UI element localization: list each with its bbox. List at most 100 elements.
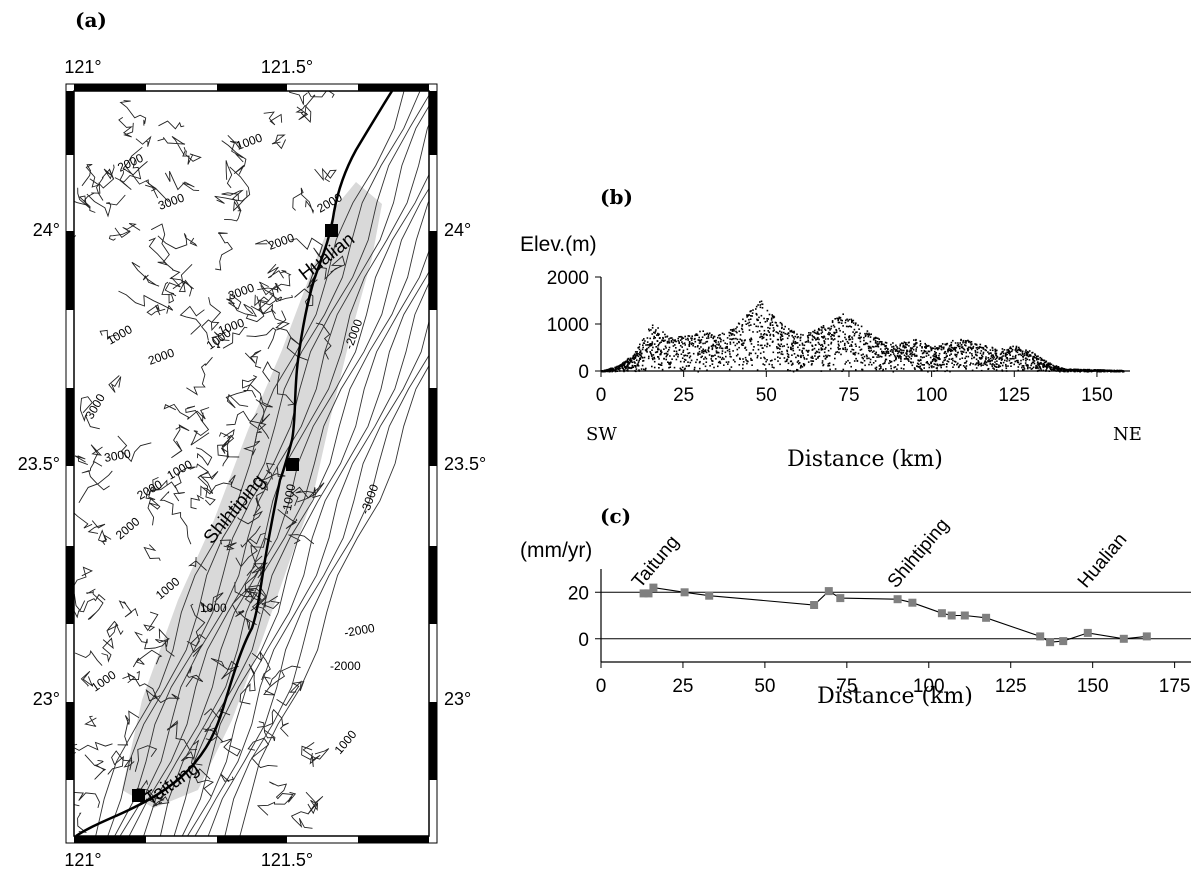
elevation-point [668, 346, 671, 349]
elevation-point [986, 346, 988, 349]
elevation-point [692, 344, 694, 347]
elevation-point [1017, 353, 1020, 356]
elevation-point [995, 369, 998, 371]
elevation-point [776, 347, 779, 350]
elevation-point [1050, 366, 1053, 369]
elevation-point [620, 364, 622, 366]
elevation-point [914, 355, 916, 357]
elevation-point [961, 353, 963, 355]
elevation-point [911, 347, 914, 349]
elevation-point [844, 346, 847, 349]
elevation-point [948, 345, 951, 347]
elevation-point [808, 332, 810, 334]
elevation-point [991, 363, 993, 366]
elevation-point [738, 346, 740, 349]
elevation-point [915, 350, 917, 352]
elevation-point [629, 360, 632, 362]
elevation-point [623, 364, 625, 367]
elevation-point [704, 350, 707, 353]
elevation-point [695, 333, 698, 335]
elevation-point [890, 360, 893, 363]
elevation-point [1119, 370, 1121, 372]
elevation-point [634, 365, 637, 367]
elevation-point [1098, 369, 1100, 371]
elevation-point [756, 331, 759, 333]
elevation-point [705, 361, 708, 363]
elevation-point [675, 358, 678, 361]
elevation-point [935, 352, 937, 354]
elevation-point [648, 344, 650, 346]
chart-c-ylabel: (mm/yr) [520, 539, 592, 562]
elevation-point [635, 354, 637, 357]
elevation-point [879, 340, 882, 343]
elevation-point [646, 337, 649, 339]
elevation-point [777, 360, 779, 362]
frame-tick [429, 546, 437, 624]
elevation-point [1023, 354, 1026, 357]
elevation-point [794, 342, 796, 345]
elevation-point [811, 334, 814, 337]
elevation-point [904, 343, 907, 346]
elevation-point [1083, 370, 1086, 373]
elevation-point [1048, 366, 1051, 368]
elevation-point [715, 358, 717, 360]
elevation-point [713, 340, 716, 343]
elevation-point [1096, 370, 1098, 372]
elevation-point [974, 351, 977, 353]
elevation-point [731, 333, 733, 335]
bathymetry-contour [181, 249, 429, 836]
elevation-point [802, 334, 804, 336]
elevation-point [786, 349, 788, 352]
elevation-point [881, 341, 883, 343]
elevation-point [903, 354, 906, 357]
elevation-point [1065, 368, 1068, 371]
contour-line [135, 135, 152, 147]
contour-line [259, 281, 293, 303]
elevation-point [702, 348, 704, 351]
elevation-point [989, 363, 992, 365]
elevation-point [837, 346, 839, 349]
elevation-point [842, 347, 844, 350]
elevation-point [733, 330, 735, 332]
elevation-point [814, 355, 816, 357]
elevation-point [734, 360, 736, 363]
elevation-point [744, 356, 747, 359]
elevation-point [953, 364, 955, 366]
elevation-point [631, 364, 634, 367]
elevation-point [1017, 348, 1020, 351]
velocity-point [824, 587, 833, 596]
elevation-point [1040, 359, 1042, 361]
elevation-point [822, 326, 825, 329]
elevation-point [683, 342, 686, 344]
elevation-point [860, 354, 863, 356]
elevation-point [651, 365, 653, 368]
elevation-point [755, 308, 757, 310]
elevation-point [980, 369, 983, 372]
elevation-point [660, 351, 663, 353]
elevation-point [872, 362, 875, 364]
elevation-point [748, 354, 751, 356]
elevation-point [999, 365, 1002, 368]
elevation-point [931, 359, 934, 361]
elevation-point [942, 361, 944, 363]
elevation-point [699, 353, 701, 355]
elevation-point [622, 362, 624, 365]
contour-line [263, 670, 281, 687]
elevation-point [786, 343, 788, 346]
elevation-point [759, 321, 761, 324]
elevation-point [818, 327, 820, 330]
contour-line [132, 649, 163, 668]
elevation-point [803, 347, 805, 350]
elevation-point [915, 342, 917, 344]
contour-line [118, 290, 174, 314]
frame-tick [358, 836, 429, 843]
elevation-point [1021, 366, 1023, 369]
elevation-point [1038, 363, 1040, 365]
elevation-point [978, 347, 980, 350]
elevation-point [783, 328, 785, 330]
elevation-point [739, 338, 741, 341]
elevation-point [767, 326, 769, 329]
elevation-point [1001, 351, 1003, 353]
contour-line [296, 94, 316, 121]
elevation-point [888, 362, 890, 365]
